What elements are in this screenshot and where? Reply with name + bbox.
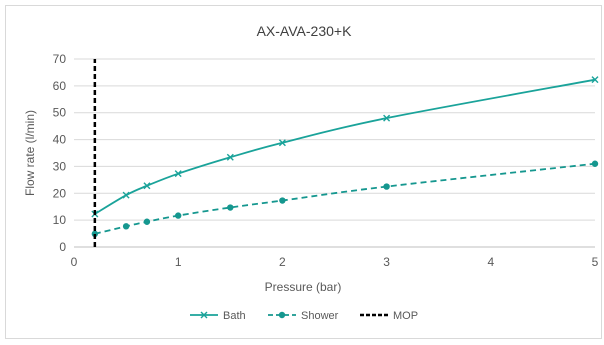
x-tick-label: 2 bbox=[279, 255, 286, 269]
chart-title: AX-AVA-230+K bbox=[257, 23, 352, 39]
data-point-shower-4 bbox=[227, 204, 233, 210]
series-line-bath bbox=[95, 80, 595, 214]
x-axis-label: Pressure (bar) bbox=[265, 280, 342, 294]
chart-container: AX-AVA-230+K 0 10 20 30 40 50 60 70 0 1 2 3 4 5 Pres… bbox=[5, 5, 602, 339]
data-point-shower-5 bbox=[279, 197, 285, 203]
x-tick-label: 4 bbox=[487, 255, 494, 269]
legend-item-shower: Shower bbox=[268, 310, 339, 322]
series-line-shower bbox=[95, 164, 595, 234]
series-shower bbox=[92, 161, 599, 237]
y-tick-label: 10 bbox=[53, 213, 67, 227]
y-axis-ticks: 0 10 20 30 40 50 60 70 bbox=[53, 52, 67, 254]
gridlines bbox=[74, 59, 595, 220]
legend-item-bath: Bath bbox=[190, 310, 246, 322]
x-tick-label: 3 bbox=[383, 255, 390, 269]
y-tick-label: 60 bbox=[53, 79, 67, 93]
legend-label-bath: Bath bbox=[223, 310, 246, 322]
data-point-shower-3 bbox=[175, 212, 181, 218]
data-point-shower-7 bbox=[592, 161, 598, 167]
y-tick-label: 40 bbox=[53, 133, 67, 147]
flow-rate-chart: AX-AVA-230+K 0 10 20 30 40 50 60 70 0 1 2 3 4 5 Pres… bbox=[6, 6, 603, 340]
y-tick-label: 0 bbox=[59, 240, 66, 254]
series-bath bbox=[92, 77, 598, 217]
legend-label-mop: MOP bbox=[393, 310, 418, 322]
x-tick-label: 0 bbox=[71, 255, 78, 269]
y-tick-label: 70 bbox=[53, 52, 67, 66]
x-tick-label: 1 bbox=[175, 255, 182, 269]
data-point-shower-2 bbox=[144, 219, 150, 225]
data-point-legend-shower bbox=[279, 312, 285, 318]
y-tick-label: 50 bbox=[53, 106, 67, 120]
x-axis-ticks: 0 1 2 3 4 5 bbox=[71, 255, 599, 269]
legend-item-mop: MOP bbox=[360, 310, 418, 322]
data-point-shower-1 bbox=[123, 223, 129, 229]
series-layer bbox=[92, 59, 599, 247]
legend-label-shower: Shower bbox=[301, 310, 339, 322]
x-tick-label: 5 bbox=[592, 255, 599, 269]
data-point-shower-6 bbox=[383, 183, 389, 189]
legend: Bath Shower MOP bbox=[190, 310, 418, 322]
y-tick-label: 20 bbox=[53, 186, 67, 200]
y-axis-label: Flow rate (l/min) bbox=[23, 110, 37, 196]
y-tick-label: 30 bbox=[53, 159, 67, 173]
